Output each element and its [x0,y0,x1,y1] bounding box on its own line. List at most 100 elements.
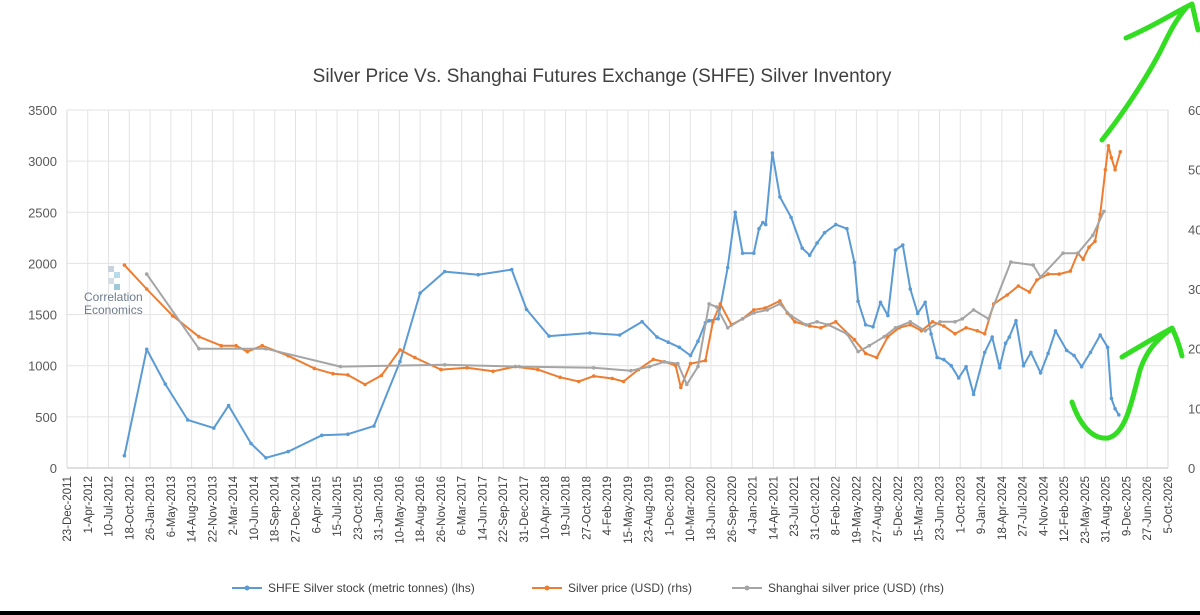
logo-square-1 [108,266,114,272]
shfe-stock-point [763,222,768,227]
shanghai-price-point [923,329,927,333]
x-tick-label: 22-Sep-2017 [498,476,510,543]
silver-price-point [1005,293,1009,297]
shfe-stock-point [1014,318,1018,323]
shfe-stock-point [982,350,987,355]
x-tick-label: 18-Jun-2020 [706,476,718,541]
silver-price-point [982,332,987,336]
silver-price-point [439,367,443,372]
shanghai-price-point [815,320,819,324]
x-tick-label: 23-Dec-2011 [62,476,74,542]
x-tick-label: 19-Jul-2018 [561,476,573,537]
green-arrow-up-icon [1099,5,1189,143]
shfe-stock-point [901,243,905,247]
shfe-stock-point [1105,345,1110,350]
shfe-stock-point [740,251,745,255]
logo-text-line2: Economics [84,303,143,317]
shanghai-price-point [629,368,633,373]
silver-price-point [1087,245,1091,249]
shfe-stock-point [1053,329,1058,333]
shfe-stock-point [1109,396,1114,401]
shfe-stock-point [929,332,933,336]
x-tick-label: 8-Feb-2022 [831,476,843,535]
silver-price-point [260,343,265,348]
silver-price-point [591,374,596,378]
shanghai-price-point [845,332,849,336]
silver-price-point [610,376,615,381]
shfe-stock-point [716,316,720,321]
shfe-stock-point [249,441,253,446]
x-tick-label: 23-Jul-2021 [789,476,801,537]
shanghai-price-point [1076,251,1080,255]
silver-price-point [651,357,656,362]
shfe-stock-point [185,418,190,422]
silver-price-point [752,308,756,312]
x-tick-label: 10-Mar-2020 [685,476,697,542]
silver-price-point [1081,257,1085,262]
x-tick-label: 26-Sep-2020 [727,476,739,543]
shanghai-price-point [1102,209,1106,214]
right-tick-label: 40 [1188,222,1200,237]
x-tick-label: 5-Dec-2022 [893,476,905,536]
x-tick-label: 22-Nov-2013 [207,476,219,542]
shfe-stock-point [677,345,682,350]
silver-price-point [1068,269,1073,273]
silver-price-line [123,144,1122,389]
silver-price-point [834,320,838,324]
silver-price-point [1057,272,1061,276]
shfe-stock-point [893,248,898,252]
shanghai-price-point [752,311,756,315]
left-tick-label: 500 [35,410,57,425]
x-tick-label: 4-Nov-2024 [1038,475,1050,536]
silver-price-point [577,379,581,384]
green-arrowhead-icon [1119,325,1185,360]
silver-price-point [398,348,402,352]
shanghai-price-point [197,346,201,351]
silver-price-point [144,287,149,291]
shfe-stock-point [1072,353,1076,358]
x-tick-label: 23-May-2025 [1080,476,1092,544]
silver-price-point [413,355,417,360]
silver-price-point [465,366,469,370]
shfe-stock-point [418,291,422,295]
shanghai-price-point [1061,251,1065,255]
shanghai-price-point [1031,263,1035,267]
shfe-stock-point [908,287,913,291]
shfe-stock-point [707,318,711,323]
silver-price-point [171,314,175,318]
silver-price-point [778,299,782,303]
shfe-stock-point [588,331,592,335]
shanghai-price-point [908,320,913,324]
silver-price-point [1118,150,1123,154]
shanghai-price-point [1091,233,1095,238]
shfe-stock-point [770,151,775,155]
silver-price-point [718,302,723,306]
shanghai-price-point [938,320,942,324]
legend-marker-silver-price [544,585,550,591]
shanghai-price-point [517,364,521,369]
silver-price-point [346,373,350,377]
shanghai-price-point [893,326,898,330]
left-tick-label: 0 [50,461,57,476]
silver-price-point [886,334,890,339]
silver-price-point [363,382,367,387]
logo-text-line1: Correlation [84,290,143,304]
shfe-stock-point [990,335,994,339]
silver-price-point [908,323,913,327]
silver-price-point [819,326,823,330]
shanghai-price-point [264,346,268,351]
legend: SHFE Silver stock (metric tonnes) (lhs) S… [232,581,944,595]
x-tick-label: 19-May-2022 [851,476,863,544]
x-tick-label: 4-Feb-2019 [602,476,614,535]
logo-square-3 [108,278,114,284]
green-arrowhead-icon [1123,1,1200,41]
shfe-stock-point [122,453,127,458]
x-tick-label: 27-Dec-2014 [291,475,303,542]
left-axis: 0 500 1000 1500 2000 2500 3000 3500 [28,103,57,476]
shfe-stock-point [856,299,860,304]
silver-price-point [312,366,317,371]
silver-price-point [688,361,693,366]
shfe-stock-point [942,357,946,362]
left-tick-label: 1500 [28,308,57,323]
x-tick-label: 4-Jan-2021 [748,476,760,534]
